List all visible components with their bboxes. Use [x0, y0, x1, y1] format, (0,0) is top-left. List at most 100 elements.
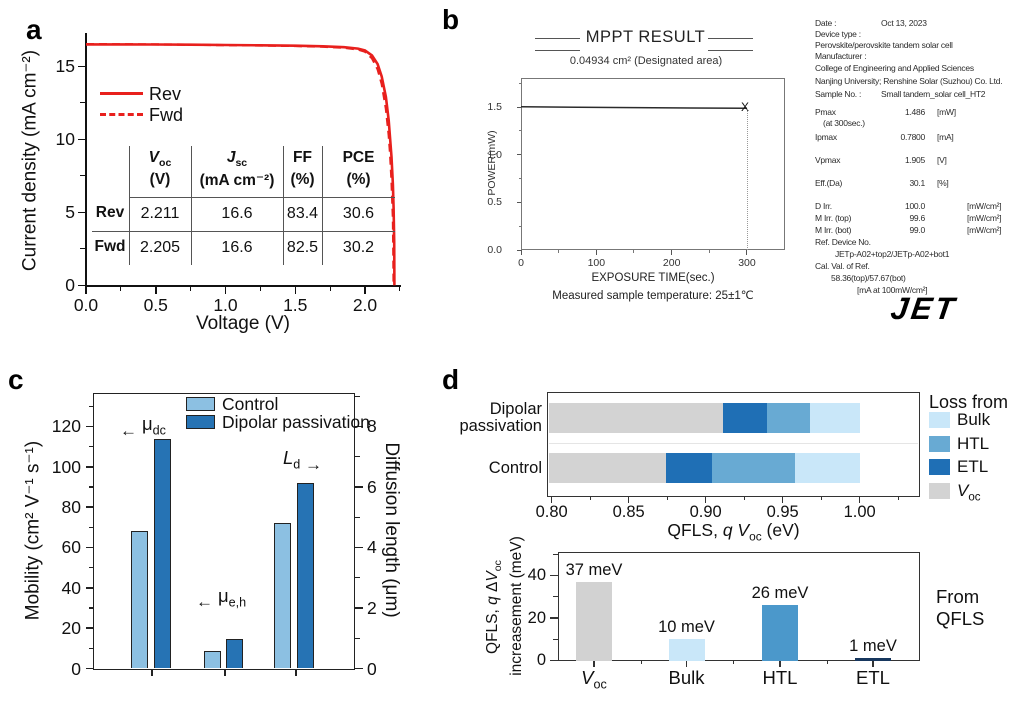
- table-cell: 16.6: [221, 239, 253, 256]
- table-cell: 30.2: [342, 239, 375, 256]
- panel-c-legend-label: Control: [222, 394, 279, 414]
- qfls-x-tick: [858, 497, 861, 503]
- qfls-increase-bar-3: [855, 658, 891, 661]
- panel-c-left-tick: [85, 627, 93, 629]
- qfls-category-label: Control: [488, 459, 542, 477]
- panel-b-x-tick-label: 300: [738, 257, 756, 269]
- qfls-segment-etl-0: [722, 403, 768, 433]
- table-col-header-unit: (%): [290, 171, 315, 188]
- qfls-segment-voc-1: [548, 453, 666, 483]
- qfls-bar-x-tick: [872, 661, 874, 667]
- panel-a-y-minor-tick: [80, 175, 85, 177]
- cert-meas-label: D Irr.: [815, 201, 832, 211]
- cert-value: Oct 13, 2023: [881, 18, 927, 28]
- panel-c-legend-swatch: [186, 414, 215, 429]
- loss-legend-swatch-etl: [929, 459, 950, 475]
- qfls-segment-voc-0: [548, 403, 723, 433]
- cert-label: Sample No. :: [815, 89, 862, 99]
- panel-a-x-minor-tick: [190, 286, 192, 291]
- panel-a-x-tick-label: 0.5: [143, 295, 168, 315]
- qfls-x-minor-tick: [589, 497, 591, 501]
- panel-a-y-minor-tick: [80, 102, 85, 104]
- qfls-x-tick-label: 0.80: [535, 503, 568, 521]
- cert-meas-unit: [V]: [937, 155, 947, 165]
- panel-c-left-tick-label: 120: [51, 416, 81, 437]
- from-qfls-line1: From: [936, 586, 980, 607]
- panel-c-frame: [93, 393, 355, 670]
- panel-a-y-tick-label: 15: [55, 56, 75, 77]
- cert-meas-value: 30.1: [909, 178, 925, 188]
- table-col-header: Voc: [148, 149, 172, 170]
- panel-d-label: d: [442, 364, 460, 395]
- panel-b-x-tick-label: 100: [587, 257, 606, 269]
- panel-c-right-tick-label: 4: [367, 537, 377, 558]
- qfls-bar-x-minor-tick: [826, 661, 828, 665]
- table-vline: [129, 146, 130, 265]
- cert-text: Manufacturer :: [815, 51, 867, 61]
- qfls-category-label: Dipolar: [489, 400, 542, 418]
- qfls-bar-y-tick-label: 40: [527, 566, 546, 584]
- table-row-rule: [92, 231, 395, 232]
- panel-c-right-tick-label: 8: [367, 416, 377, 437]
- table-cell: 83.4: [286, 205, 319, 222]
- cert-text: Cal. Val. of Ref.: [815, 261, 870, 271]
- cert-text: [mA at 100mW/cm²]: [857, 285, 928, 295]
- panel-c-right-tick-label: 2: [367, 597, 377, 618]
- qfls-bar-x-minor-tick: [640, 661, 642, 665]
- qfls-bar-y-tick-label: 0: [536, 651, 546, 669]
- qfls-increase-bar-0: [576, 581, 612, 661]
- qfls-x-tick-label: 1.00: [843, 503, 876, 521]
- cert-meas-value: 100.0: [904, 201, 925, 211]
- table-vline: [322, 146, 323, 265]
- panel-b-x-minor-tick: [558, 250, 560, 253]
- panel-b-x-minor-tick: [708, 250, 710, 253]
- panel-a-x-minor-tick: [120, 286, 122, 291]
- qfls-increase-bar-label-1: 10 meV: [658, 618, 715, 637]
- panel-b-y-minor-tick: [518, 82, 521, 84]
- panel-c-label: c: [8, 364, 24, 395]
- panel-c-left-tick: [85, 425, 93, 428]
- mppt-dotted-line: [746, 109, 748, 250]
- panel-b-y-minor-tick: [518, 225, 521, 227]
- cert-meas-label: Eff.(Da): [815, 178, 843, 188]
- panel-a-y-tick: [77, 211, 85, 214]
- cert-meas-value: 0.7800: [900, 132, 926, 142]
- from-qfls-line2: QFLS: [936, 608, 985, 629]
- title-rule: [535, 38, 580, 39]
- qfls-increase-bar-label-2: 26 meV: [751, 584, 809, 603]
- qfls-increase-bar-label-3: 1 meV: [849, 637, 897, 656]
- qfls-bar-x-tick: [685, 661, 688, 667]
- panel-c-left-tick-label: 80: [61, 497, 81, 518]
- panel-b-y-tick: [516, 249, 521, 251]
- table-row-label: Rev: [95, 204, 125, 221]
- qfls-bar-y-minor-tick: [553, 638, 558, 640]
- loss-legend-label-voc: Voc: [957, 480, 981, 503]
- panel-c-bottom-tick: [224, 670, 226, 676]
- mppt-title: MPPT RESULT: [585, 28, 706, 46]
- table-cell: 2.205: [139, 239, 181, 256]
- panel-a-y-tick-label: 10: [55, 129, 75, 150]
- qfls-segment-htl-0: [767, 403, 811, 433]
- panel-a-x-minor-tick: [329, 286, 331, 291]
- group-arrow-mu_dc: ←: [120, 421, 137, 440]
- mppt-plot-frame: [521, 78, 785, 250]
- group-label-L_d: Ld: [283, 447, 301, 472]
- panel-a-x-tick-label: 1.0: [213, 295, 238, 315]
- cert-text: Nanjing University; Renshine Solar (Suzh…: [815, 76, 1003, 86]
- qfls-bar-y-tick: [550, 574, 558, 577]
- panel-a-x-tick: [294, 286, 296, 294]
- cert-meas-unit: [mA]: [937, 132, 954, 142]
- panel-a-x-axis: [84, 284, 401, 287]
- mppt-subtitle: 0.04934 cm² (Designated area): [569, 55, 723, 67]
- qfls-segment-bulk-1: [795, 453, 860, 483]
- panel-a-x-axis-title: Voltage (V): [196, 313, 290, 334]
- panel-c-left-minor-tick: [88, 405, 93, 407]
- qfls-bar-y-minor-tick: [553, 553, 558, 555]
- panel-a-x-minor-tick: [259, 286, 261, 291]
- panel-c-right-tick: [355, 546, 363, 549]
- cert-meas-unit: [%]: [937, 178, 949, 188]
- table-col-header-unit: (mA cm⁻²): [199, 172, 275, 189]
- qfls-x-minor-tick: [666, 497, 668, 501]
